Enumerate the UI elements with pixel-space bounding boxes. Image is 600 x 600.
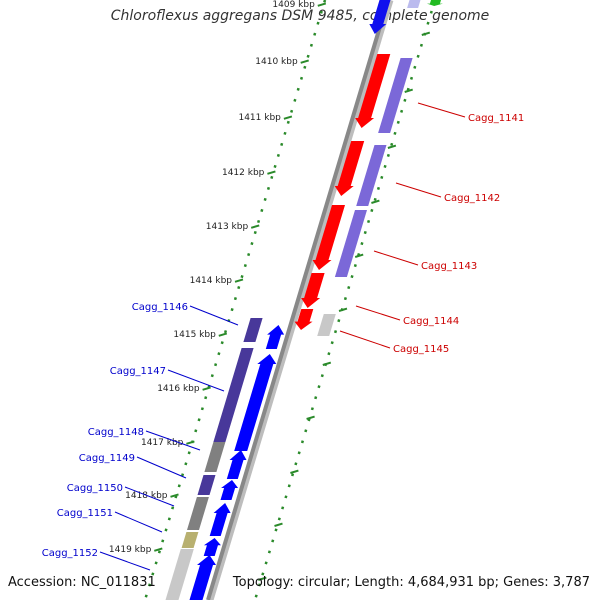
- cds-arrow: [426, 0, 443, 6]
- genome-title: Chloroflexus aggregans DSM 9485, complet…: [110, 8, 490, 24]
- tick-label: 1418 kbp: [125, 491, 168, 501]
- tick-mark: [170, 493, 179, 498]
- outer-tick-mark: [338, 307, 348, 312]
- cds-arrow: [294, 309, 314, 330]
- gene-label-reverse: Cagg_1148: [88, 427, 144, 438]
- tick-mark: [154, 547, 163, 552]
- tick-label: 1417 kbp: [141, 438, 184, 448]
- outer-tick-mark: [354, 253, 364, 258]
- outer-scale-track: [253, 0, 437, 600]
- rna-block: [407, 0, 421, 8]
- gene-leader-line: [339, 330, 391, 349]
- tick-label: 1411 kbp: [238, 113, 281, 123]
- gene-leader-line: [189, 305, 239, 326]
- gene-label-forward: Cagg_1143: [421, 261, 477, 272]
- outer-tick-mark: [274, 522, 283, 527]
- tick-label: 1409 kbp: [272, 0, 315, 10]
- outer-tick-mark: [258, 576, 267, 581]
- tick-mark: [186, 440, 195, 445]
- gene-leader-line: [417, 102, 466, 118]
- cds-arrow: [234, 354, 277, 451]
- tick-label: 1410 kbp: [255, 57, 298, 67]
- cds-arrow: [209, 503, 231, 536]
- tick-label: 1416 kbp: [157, 384, 200, 394]
- cds-arrow: [312, 205, 345, 270]
- outer-tick-mark: [421, 31, 431, 36]
- feature-block: [213, 348, 254, 442]
- cds-arrow: [334, 141, 365, 196]
- gene-layer: [165, 0, 443, 600]
- outer-tick-mark: [290, 469, 299, 474]
- gene-label-forward: Cagg_1144: [403, 316, 459, 327]
- gene-leader-line: [373, 250, 419, 266]
- cds-arrow: [226, 450, 247, 479]
- tick-mark: [234, 278, 244, 283]
- cds-arrow: [301, 273, 325, 308]
- feature-block: [181, 532, 199, 548]
- feature-block: [197, 475, 216, 495]
- track-layer: [143, 0, 437, 600]
- genome-summary: Topology: circular; Length: 4,684,931 bp…: [232, 575, 590, 590]
- feature-block: [356, 145, 387, 206]
- tick-label: 1412 kbp: [222, 168, 265, 178]
- outer-tick-mark: [371, 199, 380, 204]
- gene-label-reverse: Cagg_1146: [132, 302, 188, 313]
- gene-leader-line: [136, 456, 187, 479]
- outer-tick-mark: [404, 88, 413, 93]
- gene-leader-line: [124, 486, 175, 507]
- cds-arrow: [265, 325, 285, 349]
- feature-block: [204, 442, 226, 472]
- feature-block: [165, 549, 194, 600]
- gene-leader-line: [167, 369, 225, 392]
- tick-label: 1413 kbp: [206, 222, 249, 232]
- tick-mark: [283, 115, 293, 120]
- tick-mark: [267, 170, 276, 175]
- gene-leader-line: [395, 182, 442, 198]
- tick-mark: [317, 2, 327, 7]
- gene-leader-line: [114, 511, 163, 533]
- cds-arrow: [220, 480, 239, 500]
- cds-arrow: [369, 0, 391, 34]
- tick-label: 1419 kbp: [109, 545, 152, 555]
- tick-mark: [250, 224, 260, 229]
- cds-arrow: [203, 538, 221, 556]
- outer-tick-mark: [322, 361, 332, 366]
- cds-arrow: [189, 555, 216, 600]
- feature-block: [317, 314, 336, 336]
- inner-scale-track: [143, 0, 327, 600]
- cds-arrow: [355, 54, 391, 128]
- backbone-line: [206, 0, 390, 600]
- feature-block: [187, 497, 209, 530]
- feature-block: [378, 58, 413, 133]
- gene-label-forward: Cagg_1142: [444, 193, 500, 204]
- tick-mark: [218, 332, 228, 337]
- outer-tick-mark: [387, 144, 397, 149]
- feature-block: [243, 318, 263, 342]
- accession-label: Accession: NC_011831: [8, 575, 156, 590]
- feature-block: [334, 210, 367, 277]
- gene-label-reverse: Cagg_1147: [110, 366, 166, 377]
- gene-label-reverse: Cagg_1150: [67, 483, 123, 494]
- gene-leader-line: [99, 551, 151, 571]
- tick-label: 1414 kbp: [190, 276, 233, 286]
- label-layer: 1409 kbp 1410 kbp 1411 kbp 1412 kbp 1413 kbp…: [42, 0, 524, 571]
- gene-leader-line: [145, 430, 201, 451]
- gene-label-forward: Cagg_1141: [468, 113, 524, 124]
- gene-label-reverse: Cagg_1151: [57, 508, 113, 519]
- gene-label-reverse: Cagg_1149: [79, 453, 135, 464]
- gene-label-reverse: Cagg_1152: [42, 548, 98, 559]
- tick-mark: [202, 386, 211, 391]
- tick-mark: [300, 59, 309, 64]
- gene-leader-line: [355, 305, 401, 321]
- outer-tick-mark: [306, 415, 315, 420]
- tick-label: 1415 kbp: [173, 330, 216, 340]
- gene-label-forward: Cagg_1145: [393, 344, 449, 355]
